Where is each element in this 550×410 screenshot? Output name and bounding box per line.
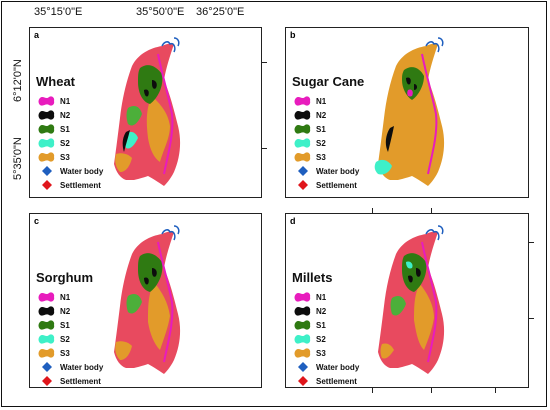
legend-swatch-icon — [38, 348, 55, 358]
coord-top-3: 36°25'0"E — [196, 6, 245, 18]
legend-item-s3: S3 — [38, 150, 103, 164]
legend-item-n2: N2 — [294, 108, 359, 122]
suitability-map — [378, 225, 445, 374]
legend-item-s3: S3 — [294, 346, 359, 360]
coord-left-2: 5°35'0"N — [12, 137, 24, 180]
suitability-map — [374, 37, 445, 186]
legend-swatch-icon — [294, 96, 311, 106]
legend-swatch-icon — [38, 334, 55, 344]
legend-item-s2: S2 — [294, 136, 359, 150]
legend-item-water-body: Water body — [38, 164, 103, 178]
diamond-icon — [298, 362, 308, 372]
legend-item-n1: N1 — [294, 290, 359, 304]
legend-swatch-icon — [294, 334, 311, 344]
grid-tick — [431, 388, 432, 393]
legend-item-s1: S1 — [294, 318, 359, 332]
crop-title: Sorghum — [36, 270, 94, 285]
legend-item-s1: S1 — [38, 318, 103, 332]
grid-tick — [495, 388, 496, 393]
legend: N1 N2 S1 S2 S3 Water body Settlement — [294, 94, 359, 192]
legend-item-settlement: Settlement — [294, 178, 359, 192]
legend-swatch-icon — [294, 124, 311, 134]
panel-letter: b — [290, 30, 296, 40]
legend-item-s1: S1 — [294, 122, 359, 136]
legend-swatch-icon — [294, 152, 311, 162]
legend: N1 N2 S1 S2 S3 Water body Settlement — [294, 290, 359, 388]
legend-item-s1: S1 — [38, 122, 103, 136]
coord-top-2: 35°50'0"E — [136, 6, 185, 18]
panel-b: b Sugar Cane N1 N2 S1 S2 S3 Water body S… — [285, 27, 529, 198]
legend-swatch-icon — [38, 306, 55, 316]
legend-item-s2: S2 — [38, 332, 103, 346]
legend-swatch-icon — [38, 320, 55, 330]
panel-d: d Millets N1 N2 S1 S2 S3 Water body Sett… — [285, 213, 529, 388]
legend-swatch-icon — [294, 110, 311, 120]
legend-item-s3: S3 — [38, 346, 103, 360]
legend-swatch-icon — [294, 348, 311, 358]
legend-item-n2: N2 — [38, 304, 103, 318]
legend-swatch-icon — [38, 110, 55, 120]
diamond-icon — [42, 180, 52, 190]
legend: N1 N2 S1 S2 S3 Water body Settlement — [38, 290, 103, 388]
legend-item-settlement: Settlement — [38, 178, 103, 192]
legend-item-s2: S2 — [38, 136, 103, 150]
legend: N1 N2 S1 S2 S3 Water body Settlement — [38, 94, 103, 192]
panel-a: a Wheat N1 N2 S1 S2 S3 Water body Settle… — [29, 27, 262, 198]
legend-item-settlement: Settlement — [38, 374, 103, 388]
diamond-icon — [298, 376, 308, 386]
legend-item-n2: N2 — [38, 108, 103, 122]
legend-swatch-icon — [38, 152, 55, 162]
legend-item-n1: N1 — [38, 290, 103, 304]
crop-title: Sugar Cane — [292, 74, 365, 89]
legend-swatch-icon — [294, 320, 311, 330]
grid-tick — [529, 242, 534, 243]
grid-tick — [529, 318, 534, 319]
legend-item-s2: S2 — [294, 332, 359, 346]
legend-item-water-body: Water body — [294, 360, 359, 374]
suitability-map — [114, 225, 181, 374]
legend-item-n1: N1 — [38, 94, 103, 108]
legend-swatch-icon — [38, 138, 55, 148]
grid-tick — [372, 208, 373, 213]
diamond-icon — [298, 180, 308, 190]
legend-swatch-icon — [294, 306, 311, 316]
diamond-icon — [298, 166, 308, 176]
suitability-map — [114, 37, 181, 186]
legend-item-water-body: Water body — [38, 360, 103, 374]
legend-item-n2: N2 — [294, 304, 359, 318]
grid-tick — [262, 148, 267, 149]
coord-left-1: 6°12'0"N — [12, 59, 24, 102]
grid-tick — [262, 62, 267, 63]
legend-swatch-icon — [38, 124, 55, 134]
crop-title: Wheat — [36, 74, 75, 89]
legend-swatch-icon — [38, 96, 55, 106]
panel-c: c Sorghum N1 N2 S1 S2 S3 Water body Sett… — [29, 213, 262, 388]
diamond-icon — [42, 166, 52, 176]
legend-item-n1: N1 — [294, 94, 359, 108]
panel-letter: a — [34, 30, 40, 40]
legend-item-settlement: Settlement — [294, 374, 359, 388]
crop-title: Millets — [292, 270, 333, 285]
diamond-icon — [42, 376, 52, 386]
legend-item-s3: S3 — [294, 150, 359, 164]
legend-swatch-icon — [294, 138, 311, 148]
panel-letter: c — [34, 216, 40, 226]
grid-tick — [431, 208, 432, 213]
grid-tick — [372, 388, 373, 393]
panel-letter: d — [290, 216, 296, 226]
legend-swatch-icon — [294, 292, 311, 302]
legend-item-water-body: Water body — [294, 164, 359, 178]
legend-swatch-icon — [38, 292, 55, 302]
coord-top-1: 35°15'0"E — [34, 6, 83, 18]
diamond-icon — [42, 362, 52, 372]
